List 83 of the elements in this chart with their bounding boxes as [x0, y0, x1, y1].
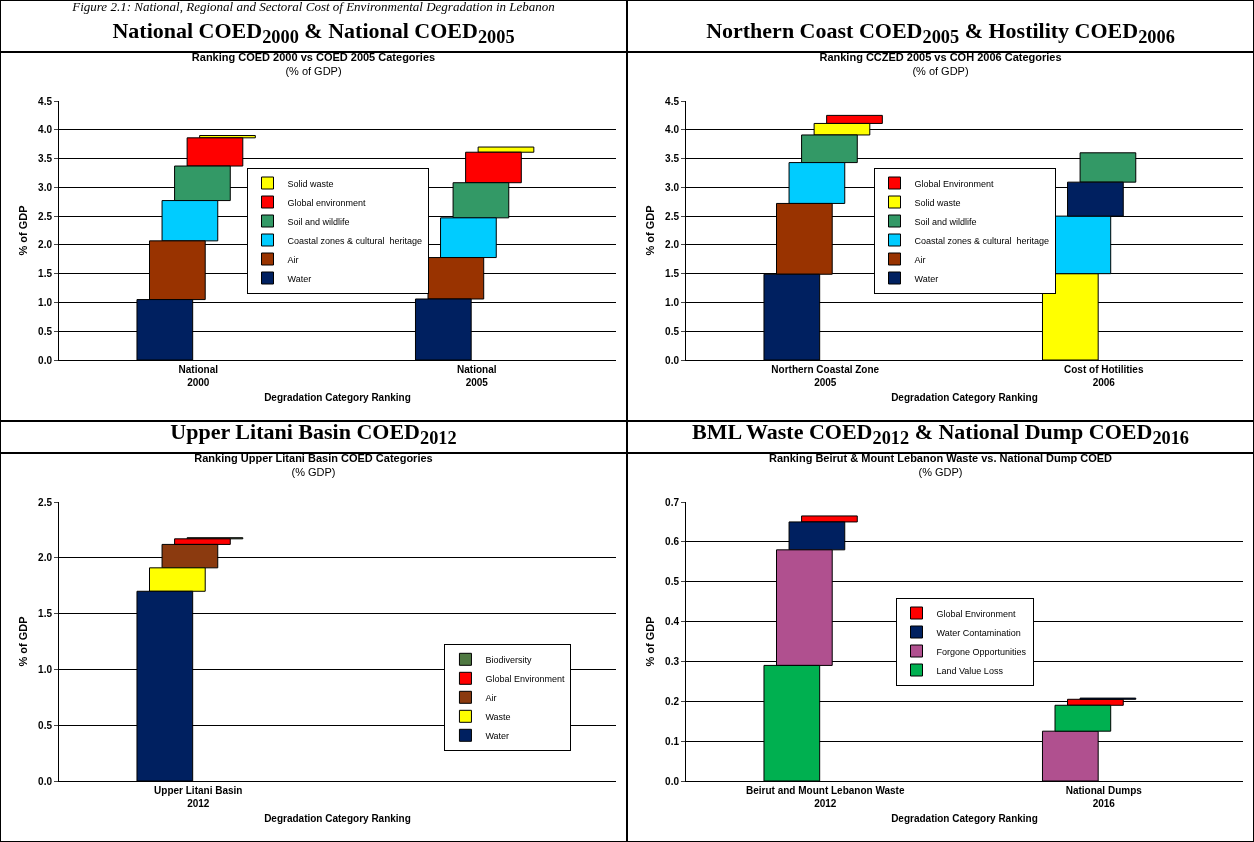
legend-label: Solid waste — [914, 197, 961, 208]
chart-title: Ranking Beirut & Mount Lebanon Waste vs. National Dump COED — [768, 452, 1113, 464]
y-tick-label: 0.1 — [665, 735, 680, 747]
y-tick-label: 2.5 — [38, 210, 53, 222]
y-tick-label: 3.0 — [665, 181, 680, 193]
legend-label: Biodiversity — [485, 654, 532, 665]
x-axis-title: Degradation Category Ranking — [891, 812, 1038, 824]
y-tick-label: 2.0 — [38, 239, 53, 251]
x-tick-label: National Dumps 2016 — [1065, 785, 1143, 809]
x-axis-title: Degradation Category Ranking — [264, 391, 411, 403]
legend-label: Global environment — [287, 197, 367, 208]
y-tick-label: 4.5 — [38, 95, 53, 107]
legend-label: Water Contamination — [936, 627, 1021, 638]
y-tick-label: 1.0 — [38, 296, 53, 308]
legend-label: Air — [287, 254, 299, 265]
y-tick-label: 1.5 — [38, 608, 53, 620]
text: National COED$_{2000}$ & National COED$_{2005}$ — [111, 16, 516, 49]
x-axis-title: Degradation Category Ranking — [264, 812, 411, 824]
legend-label: Forgone Opportunities — [936, 646, 1027, 657]
y-tick-label: 3.5 — [665, 153, 680, 165]
chart-title: Ranking CCZED 2005 vs COH 2006 Categories — [819, 51, 1062, 63]
y-tick-label: 4.5 — [665, 95, 680, 107]
y-axis-title: % of GDP — [17, 616, 29, 667]
chart-subtitle: (% of GDP) — [285, 65, 342, 78]
x-tick-label: Upper Litani Basin 2012 — [154, 785, 243, 809]
legend-label: Land Value Loss — [936, 665, 1004, 676]
text: Northern Coast COED$_{2005}$ & Hostility COED$_{2006}$ — [705, 16, 1176, 49]
legend-label: Coastal zones & cultural heritage — [914, 235, 1050, 246]
y-tick-label: 0.0 — [665, 354, 680, 366]
x-axis-title: Degradation Category Ranking — [891, 391, 1038, 403]
y-tick-label: 0.5 — [665, 576, 680, 588]
legend-label: Global Environment — [485, 673, 565, 684]
y-tick-label: 0.5 — [38, 325, 53, 337]
chart-title: Ranking COED 2000 vs COED 2005 Categories — [191, 51, 436, 63]
legend-label: Waste — [485, 711, 511, 722]
caption: Figure 2.1: National, Regional and Sectoral Cost of Environmental Degradation in Lebanon — [71, 0, 556, 16]
legend-label: Solid waste — [287, 178, 334, 189]
legend-label: Coastal zones & cultural heritage — [287, 235, 423, 246]
text: BML Waste COED$_{2012}$ & National Dump COED$_{2016}$ — [690, 417, 1191, 450]
y-axis-title: % of GDP — [644, 205, 656, 256]
y-tick-label: 0.7 — [665, 496, 680, 508]
y-tick-label: 0.3 — [665, 655, 680, 667]
y-tick-label: 2.5 — [665, 210, 680, 222]
legend-label: Water — [914, 273, 939, 284]
y-tick-label: 0.0 — [665, 775, 680, 787]
y-tick-label: 2.0 — [665, 239, 680, 251]
legend-label: Global Environment — [936, 608, 1017, 619]
y-tick-label: 0.4 — [665, 616, 680, 628]
x-tick-label: National 2005 — [457, 364, 497, 388]
legend-label: Water — [485, 730, 510, 741]
y-tick-label: 0.5 — [665, 325, 680, 337]
y-tick-label: 2.5 — [38, 496, 53, 508]
x-tick-label: National 2000 — [178, 364, 219, 388]
y-tick-label: 0.0 — [38, 354, 53, 366]
chart-subtitle: (% GDP) — [291, 466, 336, 479]
x-tick-label: Cost of Hotilities 2006 — [1064, 364, 1144, 388]
legend-label: Soil and wildlife — [914, 216, 977, 227]
legend-label: Water — [287, 273, 312, 284]
x-tick-label: Northern Coastal Zone 2005 — [771, 364, 880, 388]
y-tick-label: 0.2 — [665, 695, 680, 707]
chart-title: Ranking Upper Litani Basin COED Categories — [194, 452, 433, 464]
legend-label: Soil and wildlife — [287, 216, 350, 227]
chart-subtitle: (% of GDP) — [912, 65, 969, 78]
x-tick-label: Beirut and Mount Lebanon Waste 2012 — [745, 785, 905, 809]
y-axis-title: % of GDP — [17, 205, 29, 256]
y-tick-label: 0.5 — [38, 719, 53, 731]
y-tick-label: 3.5 — [38, 153, 53, 165]
chart-subtitle: (% GDP) — [918, 466, 963, 479]
y-tick-label: 4.0 — [38, 124, 53, 136]
y-tick-label: 4.0 — [665, 124, 680, 136]
y-tick-label: 2.0 — [38, 552, 53, 564]
legend-label: Global Environment — [914, 178, 995, 189]
y-tick-label: 1.0 — [665, 296, 680, 308]
y-tick-label: 1.5 — [665, 268, 680, 280]
legend-label: Air — [485, 692, 497, 703]
y-axis-title: % of GDP — [644, 616, 656, 667]
y-tick-label: 0.0 — [38, 775, 53, 787]
y-tick-label: 1.0 — [38, 663, 53, 675]
text: Upper Litani Basin COED$_{2012}$ — [169, 417, 458, 450]
y-tick-label: 3.0 — [38, 181, 53, 193]
y-tick-label: 1.5 — [38, 268, 53, 280]
y-tick-label: 0.6 — [665, 536, 680, 548]
legend-label: Air — [914, 254, 926, 265]
